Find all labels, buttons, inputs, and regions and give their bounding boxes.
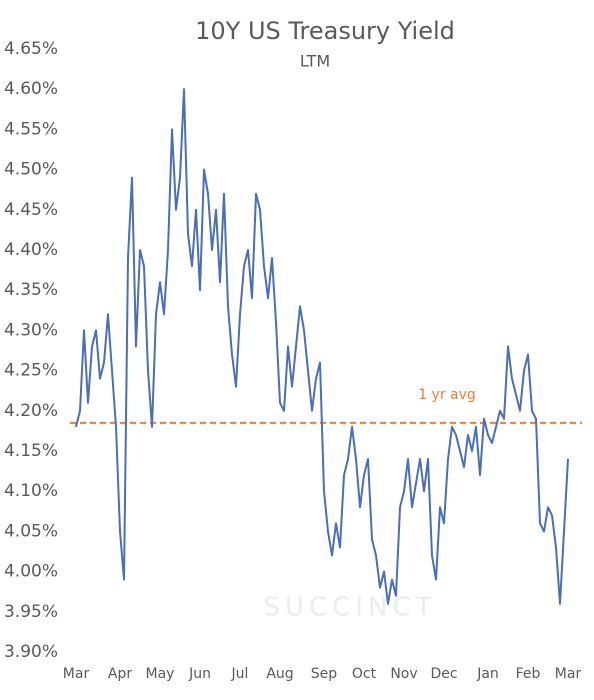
y-tick-label: 4.05% (4, 521, 58, 541)
y-tick-label: 4.40% (4, 240, 58, 260)
x-tick-label: Nov (390, 666, 417, 682)
x-tick-label: Sep (311, 666, 338, 682)
y-tick-label: 3.90% (4, 642, 58, 662)
y-tick-label: 4.50% (4, 160, 58, 180)
x-tick-label: Jun (188, 666, 211, 682)
x-tick-label: Mar (63, 666, 90, 682)
y-tick-label: 4.10% (4, 481, 58, 501)
y-tick-label: 4.45% (4, 200, 58, 220)
x-tick-label: Feb (516, 666, 541, 682)
x-tick-label: Jan (476, 666, 499, 682)
y-tick-label: 3.95% (4, 602, 58, 622)
x-tick-label: Apr (108, 666, 132, 682)
y-tick-label: 4.65% (4, 39, 58, 59)
y-tick-label: 4.25% (4, 361, 58, 381)
x-tick-label: Aug (266, 666, 293, 682)
chart-subtitle: LTM (300, 52, 330, 71)
y-tick-label: 4.00% (4, 562, 58, 582)
y-tick-label: 4.15% (4, 441, 58, 461)
watermark: SUCCINCT (264, 593, 437, 623)
chart-title: 10Y US Treasury Yield (195, 17, 455, 45)
y-tick-label: 4.30% (4, 320, 58, 340)
y-tick-label: 4.60% (4, 79, 58, 99)
y-tick-label: 4.20% (4, 401, 58, 421)
y-tick-label: 4.35% (4, 280, 58, 300)
average-label: 1 yr avg (418, 387, 476, 403)
x-tick-label: May (146, 666, 175, 682)
x-tick-label: Dec (430, 666, 457, 682)
x-tick-label: Jul (231, 666, 249, 682)
y-tick-label: 4.55% (4, 119, 58, 139)
x-tick-label: Mar (555, 666, 582, 682)
x-tick-label: Oct (352, 666, 377, 682)
line-series (75, 88, 569, 605)
